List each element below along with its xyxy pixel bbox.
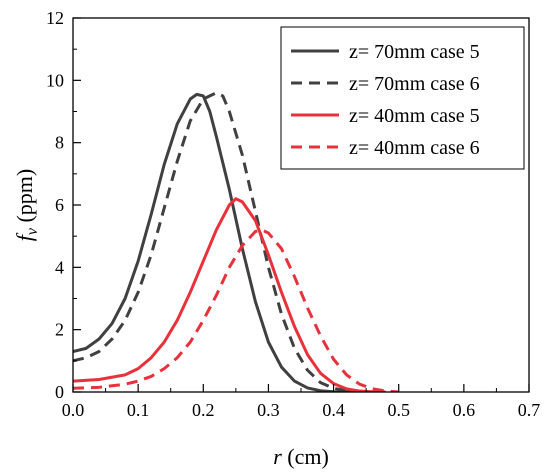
- x-axis-title: r (cm): [273, 444, 329, 469]
- y-tick-label: 6: [55, 195, 64, 215]
- x-tick-label: 0.7: [518, 400, 541, 420]
- y-tick-label: 2: [55, 320, 64, 340]
- x-tick-label: 0.0: [62, 400, 85, 420]
- legend-label-3: z= 40mm case 5: [349, 105, 480, 127]
- x-tick-label: 0.3: [257, 400, 280, 420]
- x-tick-label: 0.5: [387, 400, 410, 420]
- plot-area: 0.0 0.1 0.2 0.3 0.4 0.5 0.6 0.7 0 2 4 6 8 10 12 r (cm) f…: [12, 8, 540, 469]
- y-tick-label: 10: [46, 70, 64, 90]
- y-tick-label: 12: [46, 8, 64, 28]
- legend-label-4: z= 40mm case 6: [349, 137, 480, 159]
- series-line-3: [73, 197, 386, 392]
- y-tick-label: 0: [55, 382, 64, 402]
- legend-label-2: z= 70mm case 6: [349, 73, 480, 95]
- x-tick-label: 0.4: [322, 400, 345, 420]
- x-tick-label: 0.2: [192, 400, 215, 420]
- legend-label-1: z= 70mm case 5: [349, 41, 480, 63]
- x-tick-label: 0.6: [453, 400, 476, 420]
- series-group: [73, 91, 399, 392]
- y-axis-title: fv (ppm): [12, 169, 41, 242]
- y-tick-label: 8: [55, 133, 64, 153]
- y-tick-label: 4: [55, 257, 64, 277]
- x-tick-label: 0.1: [127, 400, 150, 420]
- series-line-4: [73, 228, 399, 392]
- series-line-2: [73, 91, 373, 392]
- series-line-1: [73, 92, 360, 392]
